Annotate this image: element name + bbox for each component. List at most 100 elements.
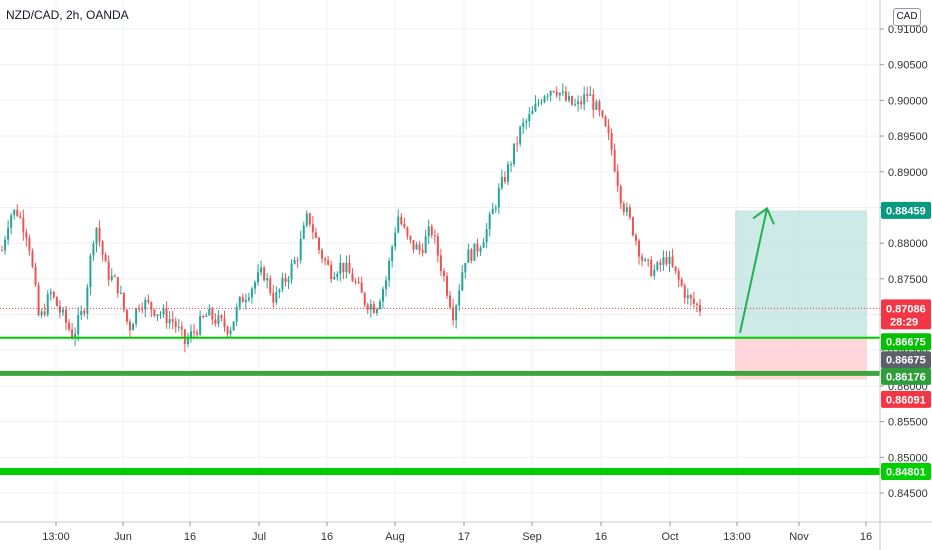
candle-body	[528, 114, 531, 122]
candle-body	[135, 308, 138, 324]
candle-body	[385, 280, 388, 290]
candle-body	[302, 225, 305, 239]
time-tick-label: 16	[184, 531, 196, 543]
candle-body	[589, 94, 592, 96]
price-tick-label: 0.91000	[888, 24, 928, 36]
time-axis[interactable]: 13:00 Jun 16 Jul 16 Aug 17 Sep 16 Oct 13:00 Nov 16	[0, 521, 932, 543]
candle-body	[561, 91, 564, 93]
candle-body	[107, 261, 110, 280]
candle-body	[552, 91, 555, 93]
candle-body	[19, 215, 22, 218]
candle-body	[305, 213, 308, 226]
countdown-text: 28:29	[890, 316, 918, 328]
candle-body	[625, 207, 628, 212]
time-tick-label: 13:00	[723, 531, 751, 543]
candle-body	[476, 243, 479, 252]
candle-body	[113, 275, 116, 278]
candle-body	[452, 307, 455, 321]
candle-body	[519, 126, 522, 144]
candle-body	[570, 96, 573, 105]
price-tick-label: 0.90000	[888, 95, 928, 107]
time-tick-label: Jun	[114, 531, 132, 543]
candle-body	[412, 240, 415, 250]
candle-body	[92, 243, 95, 256]
candle-body	[336, 273, 339, 278]
candle-body	[695, 303, 698, 305]
entry-badge-text: 0.86675	[886, 355, 926, 367]
candle-body	[104, 254, 107, 262]
time-tick-label: 16	[860, 531, 872, 543]
candle-body	[165, 308, 168, 324]
candle-body	[129, 321, 132, 331]
candle-body	[241, 296, 244, 303]
candle-body	[439, 255, 442, 272]
candle-body	[247, 297, 250, 300]
candle-body	[659, 262, 662, 265]
candle-body	[464, 262, 467, 273]
stop-badge-text: 0.86091	[886, 394, 926, 406]
candle-body	[65, 309, 68, 323]
candle-body	[22, 217, 25, 233]
time-tick-label: 16	[595, 531, 607, 543]
candle-body	[89, 255, 92, 288]
candle-body	[327, 260, 330, 265]
candle-body	[150, 302, 153, 310]
candle-body	[147, 299, 150, 303]
candle-body	[357, 281, 360, 283]
candle-body	[427, 226, 430, 237]
level-upper-badge	[881, 333, 931, 351]
candle-body	[406, 227, 409, 236]
candle-body	[40, 311, 43, 316]
candle-body	[683, 285, 686, 299]
level-lines[interactable]	[0, 336, 880, 476]
candle-body	[470, 249, 473, 261]
candle-body	[449, 295, 452, 308]
candle-body	[46, 294, 49, 315]
time-tick-label: Aug	[385, 531, 405, 543]
candle-body	[208, 308, 211, 316]
price-tick-label: 0.87500	[888, 274, 928, 286]
candle-body	[324, 258, 327, 261]
candle-body	[177, 326, 180, 328]
arrow-drawing[interactable]	[739, 206, 775, 333]
candle-body	[250, 288, 253, 298]
candle-body	[119, 292, 122, 294]
candle-body	[558, 92, 561, 96]
candle-body	[257, 272, 260, 283]
time-tick-label: 16	[321, 531, 333, 543]
candle-body	[244, 299, 247, 303]
candle-body	[668, 256, 671, 264]
candle-body	[214, 319, 217, 324]
candle-body	[37, 284, 40, 316]
candle-body	[156, 314, 159, 316]
candle-body	[491, 208, 494, 215]
candle-body	[382, 289, 385, 302]
candle-body	[513, 143, 516, 165]
candle-body	[394, 232, 397, 247]
price-tick-label: 0.89000	[888, 167, 928, 179]
candle-body	[272, 292, 275, 303]
major-level-badge-text: 0.84801	[886, 467, 926, 479]
symbol-label[interactable]: NZD/CAD, 2h, OANDA	[6, 8, 129, 22]
candle-body	[522, 122, 525, 127]
currency-button[interactable]: CAD	[893, 8, 921, 26]
candle-body	[680, 279, 683, 286]
candle-body	[391, 246, 394, 261]
candle-body	[217, 315, 220, 324]
candle-body	[223, 318, 226, 327]
candle-body	[421, 250, 424, 253]
candle-body	[333, 277, 336, 280]
candle-body	[641, 256, 644, 261]
time-tick-label: Oct	[661, 531, 678, 543]
candle-body	[162, 308, 165, 315]
candle-body	[525, 121, 528, 123]
candle-body	[644, 259, 647, 261]
candle-body	[497, 188, 500, 208]
candle-body	[31, 250, 34, 267]
time-tick-label: Sep	[522, 531, 542, 543]
candle-body	[577, 101, 580, 105]
candle-body	[77, 315, 80, 334]
candle-body	[580, 101, 583, 105]
candle-body	[278, 289, 281, 293]
